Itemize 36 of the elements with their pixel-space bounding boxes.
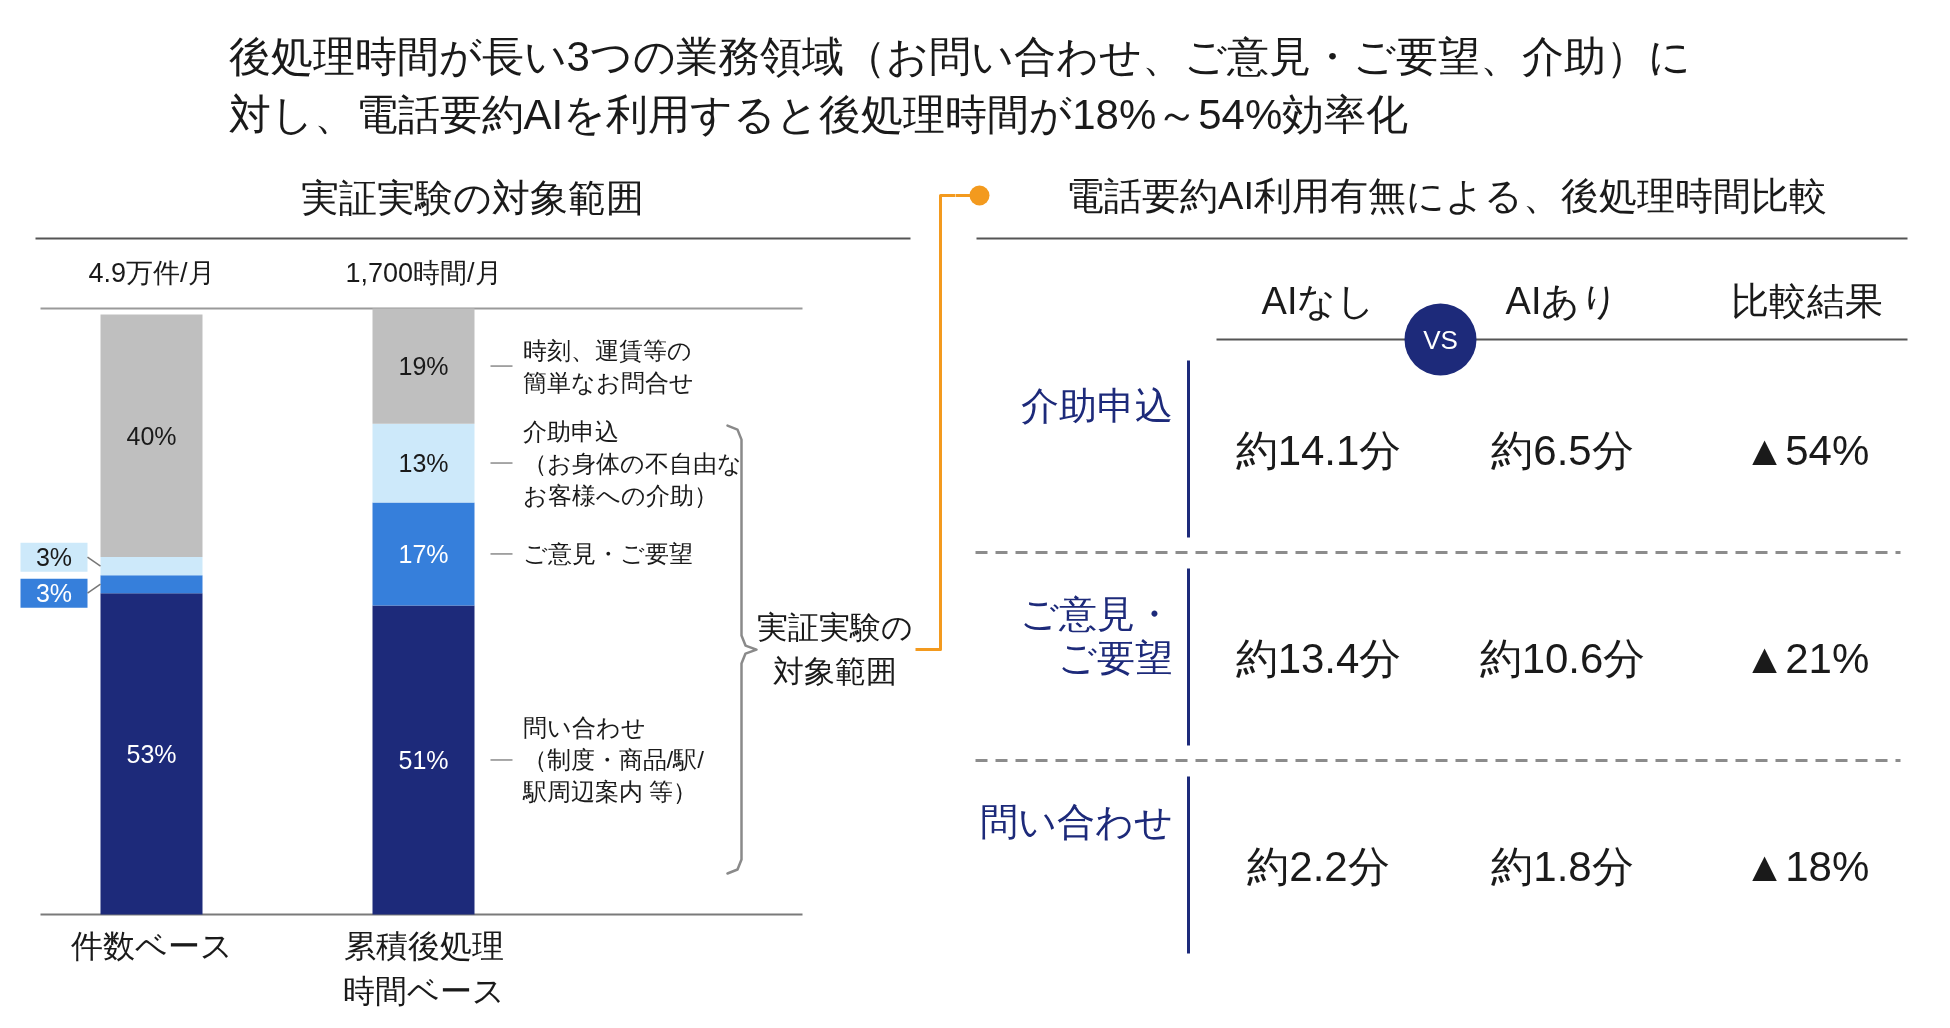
data-label: 17% [398,539,449,568]
text: 約13.4分 [1235,635,1402,682]
data-label: 13% [398,449,449,478]
series-label: 時刻、運賃等の簡単なお問合せ [522,336,694,396]
x-tick-label: 件数ベース [70,927,233,964]
category-label: AIなし [1261,279,1376,322]
category-label: 比較結果 [1730,279,1883,322]
series-label: 問い合わせ（制度・商品/駅/駅周辺案内 等） [521,714,705,806]
text: 後処理時間が長い3つの業務領域（お問い合わせ、ご意見・ご要望、介助）に対し、電話要約AIを利用すると後処理時間が18%～54%効率化 [228,33,1691,138]
text: ▲21% [1743,635,1870,682]
text: 約2.2分 [1247,843,1390,890]
data-label: 19% [398,352,449,381]
text: 約1.8分 [1491,843,1634,890]
text: ▲54% [1743,427,1870,474]
text: 4.9万件/月 [88,257,215,288]
chart-subtitle: 実証実験の対象範囲 [301,176,644,219]
text: 約10.6分 [1479,635,1646,682]
data-label: 40% [126,421,177,450]
category-label: 問い合わせ [979,800,1173,843]
text: 実証実験の対象範囲 [756,610,913,690]
category-label: AIあり [1505,279,1620,322]
data-label: 3% [35,579,73,608]
text: ▲18% [1743,843,1870,890]
text: 1,700時間/月 [345,257,502,288]
text: 約6.5分 [1491,427,1634,474]
category-label: ご意見・ご要望 [1019,592,1173,679]
data-label: 3% [35,543,73,572]
data-label: 51% [398,745,449,774]
text: VS [1423,324,1458,355]
text: 電話要約AI利用有無による、後処理時間比較 [1066,174,1827,217]
series-label: 介助申込（お身体の不自由なお客様への介助） [522,417,742,509]
category-label: 介助申込 [1020,384,1173,427]
series-label: ご意見・ご要望 [522,540,693,568]
text: 約14.1分 [1235,427,1402,474]
data-label: 53% [126,739,177,768]
x-tick-label: 累積後処理時間ベース [342,927,505,1009]
